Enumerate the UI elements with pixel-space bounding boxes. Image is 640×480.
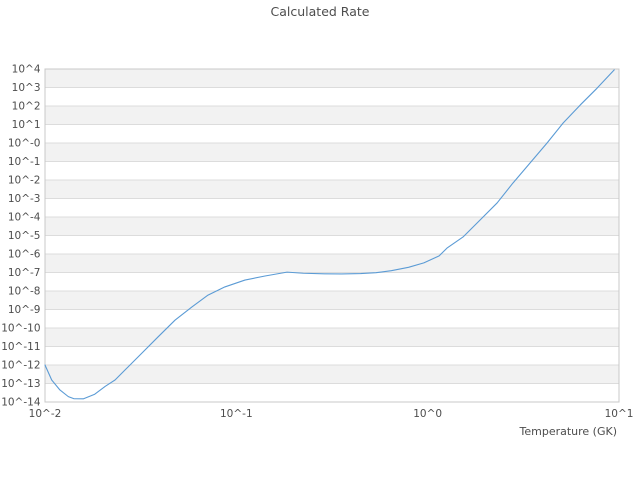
y-tick-label: 10^-3 [8,193,41,205]
y-tick-label: 10^-14 [1,397,41,409]
y-tick-label: 10^4 [12,64,41,76]
decade-band [45,69,619,88]
y-tick-label: 10^-13 [1,378,40,390]
decade-band [45,328,619,347]
y-tick-label: 10^-4 [8,212,41,224]
y-tick-label: 10^-9 [8,304,41,316]
y-tick-label: 10^2 [12,101,41,113]
y-tick-label: 10^-2 [8,175,41,187]
decade-band [45,143,619,162]
series-layer [44,69,615,400]
y-tick-label: 10^-10 [1,323,40,335]
x-tick-label: 10^0 [413,408,442,420]
x-tick-label: 10^-1 [220,408,253,420]
y-tick-label: 10^-12 [1,360,40,372]
y-tick-label: 10^-5 [8,230,41,242]
y-tick-label: 10^3 [12,82,41,94]
y-tick-label: 10^-11 [1,341,40,353]
chart-title: Calculated Rate [271,4,370,19]
decade-band [45,180,619,199]
tick-label-layer: 10^4 10^3 10^2 10^1 10^-0 10^-1 10^-2 10^-3 10^-… [1,64,633,421]
plot-border [44,68,620,403]
decade-band [45,365,619,384]
y-tick-label: 10^-0 [8,138,41,150]
x-tick-label: 10^1 [605,408,634,420]
y-tick-label: 10^1 [12,119,41,131]
grid-layer [45,68,619,403]
y-tick-label: 10^-8 [8,286,41,298]
y-tick-label: 10^-1 [8,156,41,168]
decade-band [45,217,619,236]
decade-band [45,254,619,273]
y-tick-label: 10^-6 [8,249,41,261]
band-layer [45,69,619,384]
y-tick-label: 10^-7 [8,267,41,279]
decade-band [45,106,619,125]
x-axis-label: Temperature (GK) [519,425,618,438]
decade-band [45,291,619,310]
x-tick-label: 10^-2 [29,408,62,420]
calculated-rate-curve [44,69,615,400]
